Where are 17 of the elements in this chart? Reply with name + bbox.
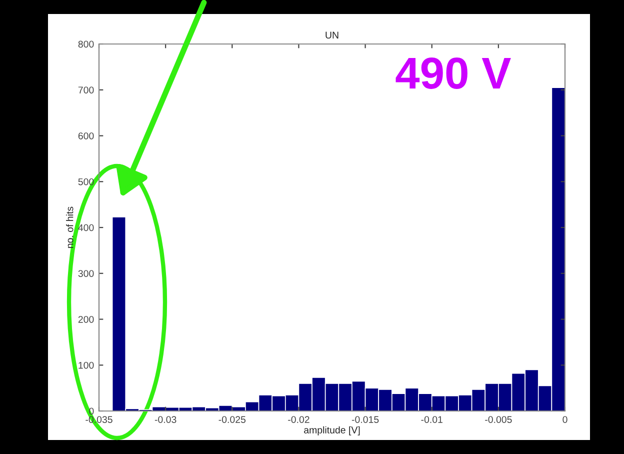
- chart-title: UN: [326, 32, 338, 39]
- y-tick-label: 100: [78, 362, 94, 369]
- x-tick-label: -0.01: [421, 416, 442, 423]
- y-tick-label: 600: [78, 132, 94, 140]
- x-tick-label: -0.015: [352, 416, 379, 423]
- y-tick-label: 200: [78, 316, 94, 323]
- y-axis-title: no. of hits: [66, 206, 74, 248]
- annotation: 490 V: [396, 57, 511, 89]
- x-axis-title: amplitude [V]: [304, 426, 360, 436]
- y-tick-label: 700: [78, 86, 94, 94]
- x-tick-label: -0.025: [218, 416, 246, 423]
- x-tick-label: -0.005: [485, 416, 512, 423]
- y-tick-label: 800: [78, 40, 94, 48]
- x-tick-label: -0.02: [288, 416, 310, 423]
- y-tick-label: 300: [78, 270, 94, 277]
- x-tick-label: -0.03: [154, 416, 176, 423]
- x-tick-label: 0: [562, 416, 568, 423]
